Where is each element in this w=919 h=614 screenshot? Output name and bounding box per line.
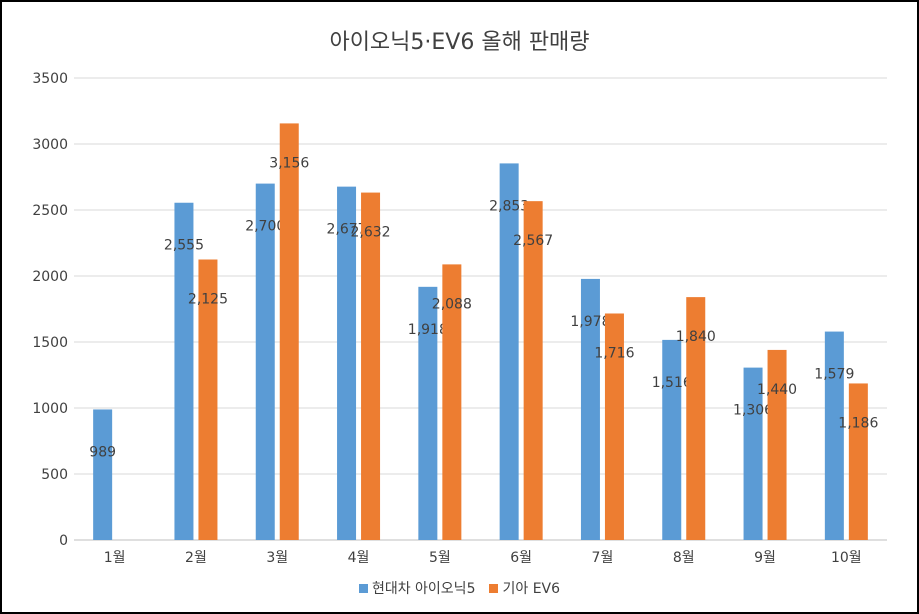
data-label-series-1-3: 2,700	[245, 219, 285, 235]
bar-series-2-6	[523, 201, 543, 540]
legend-label-series-2: 기아 EV6	[502, 581, 561, 597]
data-label-series-1-9: 1,306	[733, 403, 773, 419]
legend-entry-series-2: 기아 EV6	[489, 578, 560, 598]
bar-series-1-6	[499, 163, 519, 541]
x-tick-label-9: 9월	[754, 550, 776, 566]
chart-title: 아이오닉5·EV6 올해 판매량	[329, 30, 590, 55]
x-tick-label-2: 2월	[185, 550, 207, 566]
x-tick-label-4: 4월	[348, 550, 370, 566]
chart-legend: 현대차 아이오닉5 기아 EV6	[2, 578, 917, 598]
data-label-series-2-5: 2,088	[432, 296, 472, 312]
data-label-series-2-7: 1,716	[594, 345, 634, 361]
bar-series-2-7	[604, 313, 624, 540]
bar-series-1-10	[824, 331, 844, 540]
bar-series-1-3	[255, 183, 275, 540]
bar-series-2-5	[442, 264, 462, 540]
y-tick-label-2000: 2000	[32, 269, 68, 285]
data-label-series-2-6: 2,567	[513, 233, 553, 249]
bar-series-1-1	[93, 409, 113, 540]
data-label-series-1-7: 1,978	[570, 314, 610, 330]
bar-series-2-10	[848, 383, 868, 540]
legend-swatch-series-2	[489, 583, 499, 593]
bar-series-1-2	[174, 202, 194, 541]
data-label-series-2-8: 1,840	[676, 329, 716, 345]
bar-series-1-5	[418, 286, 438, 540]
data-label-series-1-2: 2,555	[164, 238, 204, 254]
x-tick-label-3: 3월	[266, 550, 288, 566]
data-label-series-2-10: 1,186	[838, 415, 878, 431]
bar-series-2-8	[686, 297, 706, 540]
data-label-series-1-6: 2,853	[489, 198, 529, 214]
bar-series-2-4	[361, 192, 381, 541]
y-tick-label-1500: 1500	[32, 335, 68, 351]
data-label-series-1-10: 1,579	[814, 367, 854, 383]
data-label-series-2-4: 2,632	[351, 225, 391, 241]
legend-entry-series-1: 현대차 아이오닉5	[358, 578, 476, 598]
bar-series-1-4	[337, 186, 357, 541]
bar-series-2-2	[198, 259, 218, 540]
y-tick-label-1000: 1000	[32, 401, 68, 417]
data-label-series-1-4: 2,677	[327, 222, 367, 238]
legend-label-series-1: 현대차 아이오닉5	[371, 581, 476, 597]
y-tick-label-2500: 2500	[32, 203, 68, 219]
y-tick-label-3500: 3500	[32, 71, 68, 87]
bar-series-1-9	[743, 367, 763, 540]
data-label-series-2-2: 2,125	[188, 292, 228, 308]
legend-swatch-series-1	[358, 583, 368, 593]
data-label-series-2-3: 3,156	[269, 155, 309, 171]
bar-series-1-8	[662, 339, 682, 540]
x-tick-label-5: 5월	[429, 550, 451, 566]
x-tick-label-10: 10월	[831, 550, 862, 566]
y-tick-label-0: 0	[59, 533, 68, 549]
x-tick-label-7: 7월	[592, 550, 614, 566]
data-label-series-2-9: 1,440	[757, 382, 797, 398]
data-label-series-1-5: 1,918	[408, 322, 448, 338]
data-label-series-1-1: 989	[89, 444, 116, 460]
data-label-series-1-8: 1,516	[652, 375, 692, 391]
y-tick-label-500: 500	[41, 467, 68, 483]
y-tick-label-3000: 3000	[32, 137, 68, 153]
x-tick-label-6: 6월	[510, 550, 532, 566]
bar-series-2-9	[767, 349, 787, 540]
bar-series-2-3	[279, 123, 299, 541]
bar-series-1-7	[580, 278, 600, 540]
x-tick-label-1: 1월	[104, 550, 126, 566]
x-tick-label-8: 8월	[673, 550, 695, 566]
